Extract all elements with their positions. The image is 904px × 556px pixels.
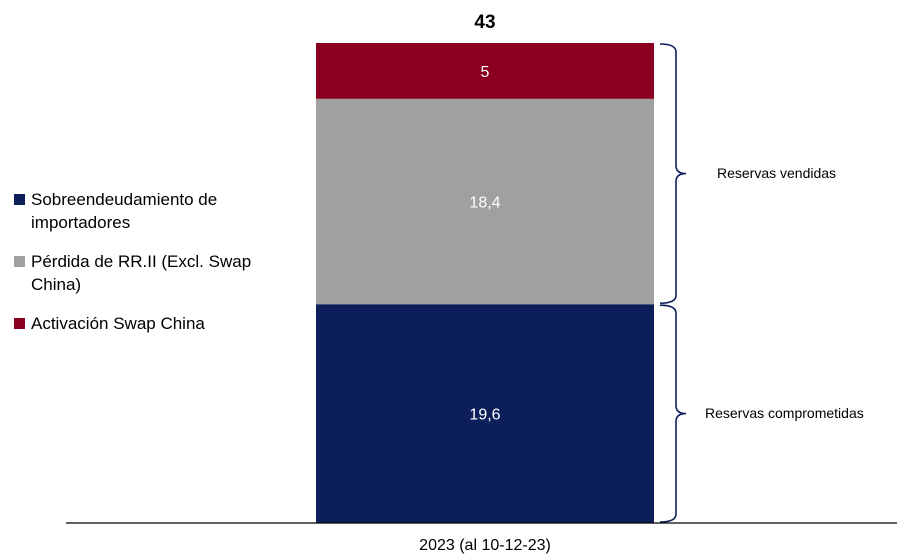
bar-data-label: 5 bbox=[481, 64, 490, 81]
legend-swatch bbox=[14, 318, 25, 329]
bar-stack bbox=[316, 43, 654, 523]
legend: Sobreendeudamiento de importadores Pérdi… bbox=[14, 188, 294, 351]
bar-segment-1 bbox=[316, 98, 654, 305]
legend-item-perdida: Pérdida de RR.II (Excl. Swap China) bbox=[14, 250, 294, 296]
bar-segment-2 bbox=[316, 43, 654, 99]
total-label: 43 bbox=[474, 12, 495, 33]
legend-swatch bbox=[14, 256, 25, 267]
legend-swatch bbox=[14, 194, 25, 205]
legend-item-swap: Activación Swap China bbox=[14, 312, 294, 335]
bracket-1 bbox=[659, 304, 687, 523]
bar-data-label: 19,6 bbox=[469, 407, 500, 424]
legend-label: Pérdida de RR.II (Excl. Swap China) bbox=[31, 252, 252, 294]
legend-label: Activación Swap China bbox=[31, 314, 205, 333]
bar-value-labels: 19,6 18,4 5 bbox=[469, 64, 500, 424]
legend-item-sobreendeudamiento: Sobreendeudamiento de importadores bbox=[14, 188, 294, 234]
legend-label: Sobreendeudamiento de importadores bbox=[31, 190, 218, 232]
bracket-label: Reservas comprometidas bbox=[705, 404, 864, 421]
bar-segment-0 bbox=[316, 304, 654, 523]
bracket-label: Reservas vendidas bbox=[717, 164, 837, 181]
bracket-group bbox=[659, 43, 687, 523]
bar-data-label: 18,4 bbox=[469, 195, 500, 212]
x-tick-label: 2023 (al 10-12-23) bbox=[419, 537, 551, 554]
bracket-0 bbox=[659, 43, 687, 305]
